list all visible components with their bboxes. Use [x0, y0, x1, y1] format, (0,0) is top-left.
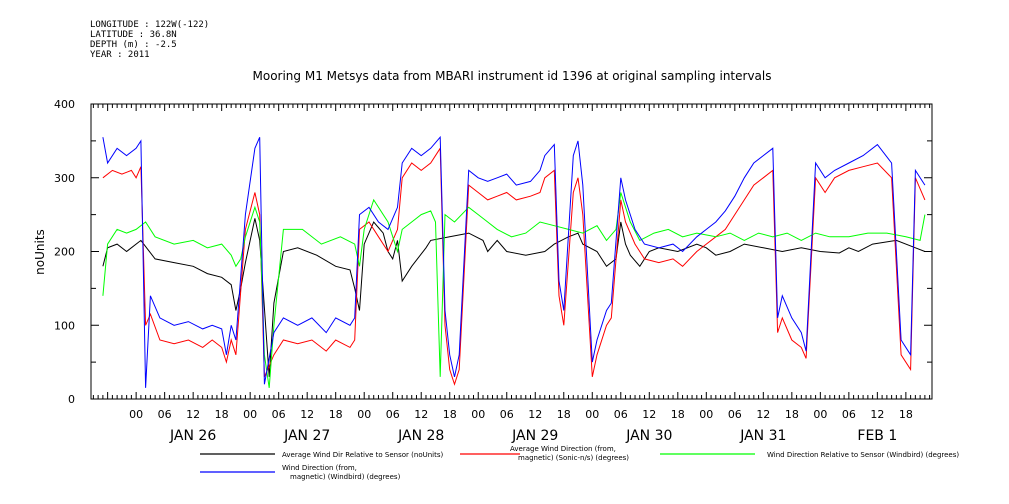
x-day-label: JAN 27 [283, 428, 330, 444]
metadata-block: LONGITUDE : 122W(-122) LATITUDE : 36.8N … [90, 20, 209, 60]
x-day-label: JAN 30 [625, 428, 672, 444]
x-tick-label: 12 [756, 408, 770, 421]
x-day-label: JAN 31 [739, 428, 786, 444]
x-tick-label: 18 [215, 408, 229, 421]
x-tick-label: 18 [557, 408, 571, 421]
x-tick-label: 06 [614, 408, 628, 421]
x-day-label: FEB 1 [857, 428, 897, 444]
x-tick-label: 00 [585, 408, 599, 421]
y-tick-label: 200 [54, 246, 75, 259]
series-line-3 [102, 192, 926, 388]
axes-layer: 0 100 200 300 400 00 06 12 18 00 06 12 18 00 06 12 18 00 0… [54, 98, 933, 444]
chart-title: Mooring M1 Metsys data from MBARI instru… [253, 69, 772, 83]
x-day-label: JAN 26 [169, 428, 216, 444]
x-day-label: JAN 29 [511, 428, 558, 444]
legend-label-2: Average Wind Direction (from, magnetic) (… [510, 445, 629, 462]
x-tick-label: 12 [528, 408, 542, 421]
x-tick-label: 00 [129, 408, 143, 421]
x-tick-label: 06 [272, 408, 286, 421]
longitude-text: LONGITUDE : 122W(-122) [90, 20, 210, 30]
y-tick-label: 0 [68, 393, 75, 406]
series-layer [102, 135, 926, 388]
x-tick-label: 06 [728, 408, 742, 421]
series-line-2 [102, 146, 926, 386]
x-tick-label: 12 [870, 408, 884, 421]
x-tick-label: 06 [500, 408, 514, 421]
year-text: YEAR : 2011 [90, 50, 150, 60]
y-tick-label: 400 [54, 98, 75, 111]
x-day-label: JAN 28 [397, 428, 444, 444]
x-tick-label: 06 [842, 408, 856, 421]
x-tick-label: 18 [443, 408, 457, 421]
x-tick-label: 18 [329, 408, 343, 421]
x-tick-label: 18 [785, 408, 799, 421]
x-tick-label: 12 [414, 408, 428, 421]
depth-text: DEPTH (m) : -2.5 [90, 40, 177, 50]
x-tick-label: 18 [671, 408, 685, 421]
series-line-4 [102, 135, 926, 388]
y-axis-label: noUnits [33, 229, 47, 275]
legend-label-3: Wind Direction Relative to Sensor (Windb… [767, 451, 959, 459]
legend-label-4: Wind Direction (from, magnetic) (Windbird… [282, 464, 401, 481]
legend-label-1: Average Wind Dir Relative to Sensor (noU… [282, 451, 443, 459]
x-tick-label: 00 [243, 408, 257, 421]
latitude-text: LATITUDE : 36.8N [90, 30, 177, 40]
x-tick-label: 00 [699, 408, 713, 421]
x-tick-label: 06 [158, 408, 172, 421]
x-tick-label: 00 [813, 408, 827, 421]
legend: Average Wind Dir Relative to Sensor (noU… [200, 445, 959, 481]
x-tick-label: 18 [899, 408, 913, 421]
x-tick-label: 12 [300, 408, 314, 421]
x-tick-label: 12 [186, 408, 200, 421]
y-tick-label: 100 [54, 319, 75, 332]
x-tick-label: 06 [386, 408, 400, 421]
y-tick-label: 300 [54, 172, 75, 185]
x-tick-label: 00 [471, 408, 485, 421]
x-tick-label: 00 [357, 408, 371, 421]
x-tick-label: 12 [642, 408, 656, 421]
